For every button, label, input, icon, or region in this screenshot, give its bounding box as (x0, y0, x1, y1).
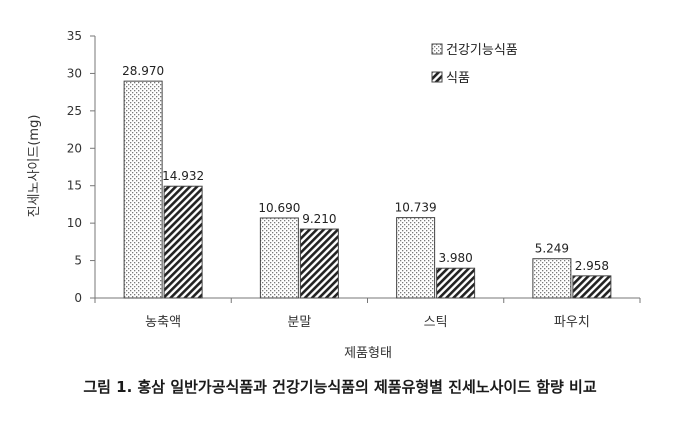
bar-health-functional (123, 80, 163, 299)
y-tick-label: 15 (67, 179, 82, 193)
data-label: 5.249 (535, 242, 569, 256)
data-label: 9.210 (302, 212, 336, 226)
y-tick-label: 0 (74, 291, 82, 305)
y-tick-label: 35 (67, 29, 82, 43)
figure-caption: 그림 1. 홍삼 일반가공식품과 건강기능식품의 제품유형별 진세노사이드 함량… (83, 378, 597, 396)
y-tick-label: 25 (67, 104, 82, 118)
data-label: 14.932 (162, 169, 204, 183)
legend-swatch (431, 71, 443, 83)
x-tick-label: 파우치 (554, 315, 590, 330)
legend-label: 식품 (446, 71, 470, 86)
data-label: 28.970 (122, 64, 164, 78)
y-tick-label: 5 (74, 254, 82, 268)
y-tick-label: 20 (67, 141, 82, 155)
data-label: 3.980 (438, 251, 472, 265)
bar-food (572, 275, 612, 299)
bar-food (436, 267, 476, 299)
bar-health-functional (532, 258, 572, 299)
data-label: 2.958 (575, 259, 609, 273)
bar-chart: 0 5 10 15 20 25 30 35 농축액 분말 스틱 파우치 28.970 10.690 10.… (27, 29, 641, 361)
bar-health-functional (259, 217, 299, 299)
data-label: 10.690 (258, 201, 300, 215)
bar-food (299, 228, 339, 299)
y-tick-label: 10 (67, 216, 82, 230)
bar-health-functional (396, 217, 436, 299)
bar-food (163, 185, 203, 299)
x-tick-label: 분말 (287, 315, 311, 330)
legend-label: 건강기능식품 (446, 43, 518, 58)
x-tick-label: 스틱 (424, 315, 448, 330)
data-label: 10.739 (395, 201, 437, 215)
y-tick-label: 30 (67, 66, 82, 80)
legend-swatch (431, 43, 443, 55)
y-axis-title: 진세노사이드(mg) (27, 115, 42, 218)
x-axis-title: 제품형태 (344, 346, 392, 361)
x-tick-label: 농축액 (145, 315, 181, 330)
